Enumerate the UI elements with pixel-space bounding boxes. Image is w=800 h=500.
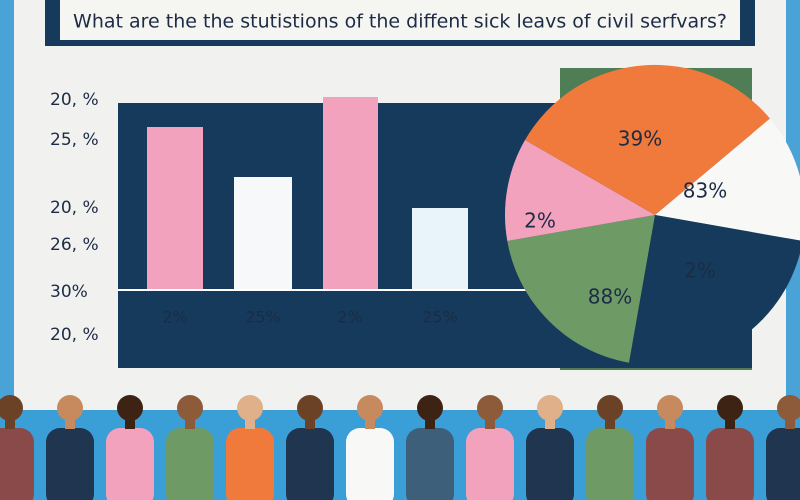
person-body [706, 428, 754, 500]
pie-label: 2% [684, 259, 716, 283]
person-neck [725, 419, 735, 429]
pie-slice [504, 140, 655, 241]
pie-label: 88% [588, 285, 632, 309]
person-neck [305, 419, 315, 429]
person-head [777, 395, 800, 421]
person-head [417, 395, 443, 421]
bar [323, 97, 378, 290]
pie-slice [655, 118, 800, 241]
pie-label: 39% [618, 127, 662, 151]
person-neck [605, 419, 615, 429]
bar-label: 25% [245, 308, 281, 327]
person-head [177, 395, 203, 421]
person-head [237, 395, 263, 421]
person-head [297, 395, 323, 421]
bar-label: 2% [337, 308, 362, 327]
bar-label: 25% [422, 308, 458, 327]
person-neck [125, 419, 135, 429]
person-head [657, 395, 683, 421]
person-body [286, 428, 334, 500]
person-head [357, 395, 383, 421]
person-neck [785, 419, 795, 429]
person-neck [365, 419, 375, 429]
pie-slice [507, 215, 655, 363]
person-neck [185, 419, 195, 429]
person-head [0, 395, 23, 421]
person-body [466, 428, 514, 500]
person-body [346, 428, 394, 500]
bar [412, 208, 468, 290]
person-body [646, 428, 694, 500]
person-body [766, 428, 800, 500]
person-body [0, 428, 34, 500]
pie-slice [629, 215, 800, 365]
bar [234, 177, 292, 290]
person-head [717, 395, 743, 421]
person-body [46, 428, 94, 500]
side-label: 25, % [50, 130, 99, 150]
title-band [60, 0, 740, 40]
title: What are the the stutistions of the diff… [73, 11, 727, 33]
pie-label: 2% [524, 209, 556, 233]
side-label: 20, % [50, 325, 99, 345]
person-neck [665, 419, 675, 429]
person-body [406, 428, 454, 500]
pie-label: 83% [683, 179, 727, 203]
person-body [106, 428, 154, 500]
pie-slice [525, 64, 770, 216]
person-head [477, 395, 503, 421]
side-label: 20, % [50, 198, 99, 218]
person-body [586, 428, 634, 500]
side-label: 20, % [50, 90, 99, 110]
person-head [57, 395, 83, 421]
person-neck [65, 419, 75, 429]
person-body [166, 428, 214, 500]
person-neck [545, 419, 555, 429]
person-neck [5, 419, 15, 429]
bar [147, 127, 203, 290]
person-head [117, 395, 143, 421]
left-edge [0, 0, 14, 400]
side-label: 30% [50, 282, 88, 302]
bar-label: 2% [162, 308, 187, 327]
person-neck [425, 419, 435, 429]
person-neck [485, 419, 495, 429]
side-label: 26, % [50, 235, 99, 255]
person-head [537, 395, 563, 421]
person-head [597, 395, 623, 421]
person-neck [245, 419, 255, 429]
person-body [526, 428, 574, 500]
person-body [226, 428, 274, 500]
